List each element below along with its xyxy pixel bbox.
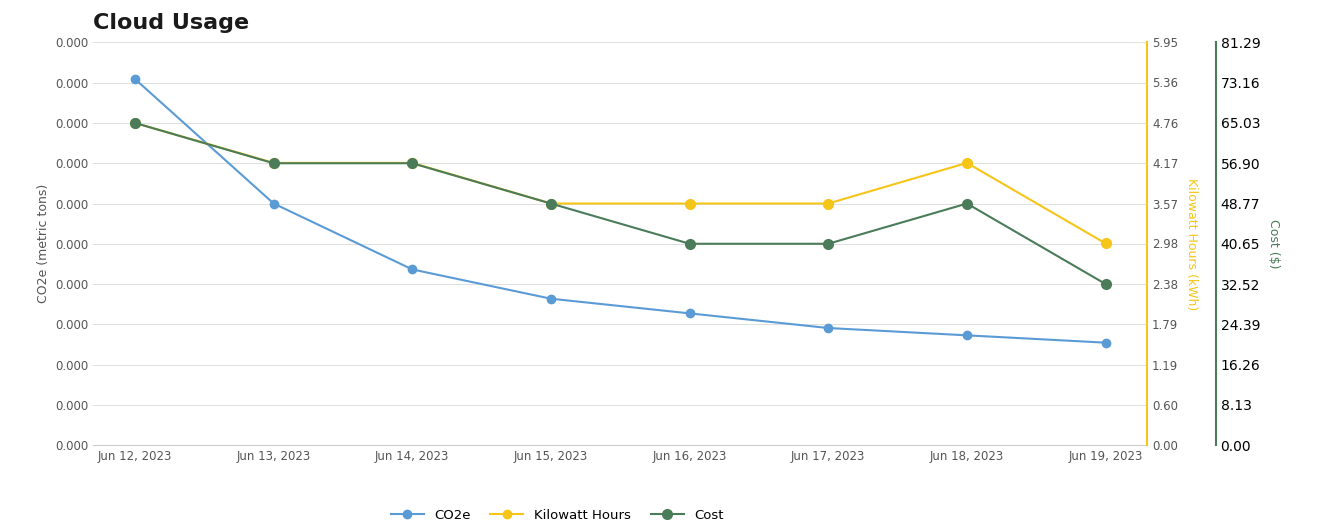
Text: Cloud Usage: Cloud Usage: [93, 13, 249, 32]
Y-axis label: CO2e (metric tons): CO2e (metric tons): [37, 184, 49, 303]
Legend: CO2e, Kilowatt Hours, Cost: CO2e, Kilowatt Hours, Cost: [386, 504, 728, 527]
Y-axis label: Kilowatt Hours (kWh): Kilowatt Hours (kWh): [1185, 178, 1198, 310]
Y-axis label: Cost ($): Cost ($): [1267, 219, 1279, 269]
